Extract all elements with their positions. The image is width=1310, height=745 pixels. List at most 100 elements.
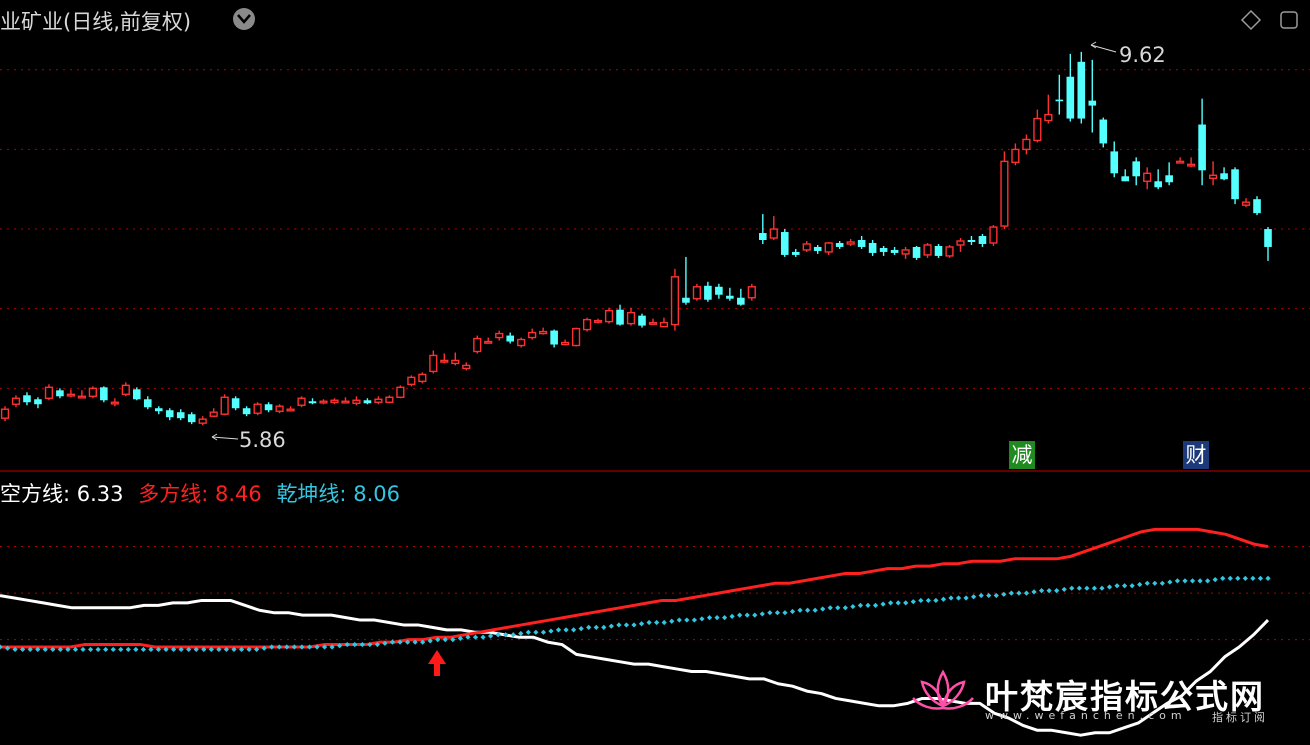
candle [275, 404, 284, 414]
series-point [125, 646, 131, 653]
series-point [238, 646, 245, 653]
series-point [903, 600, 909, 606]
candle [769, 216, 778, 240]
candle [550, 329, 558, 348]
series-kongfang [0, 594, 1270, 737]
candle [517, 337, 526, 348]
candle [923, 242, 932, 258]
series-point [1197, 578, 1203, 584]
series-point [518, 630, 524, 637]
badge-reduce[interactable]: 减 [1009, 441, 1035, 469]
candle [506, 332, 514, 344]
series-point [691, 617, 697, 623]
series-point [337, 643, 343, 649]
diamond-icon[interactable] [1240, 9, 1262, 36]
series-point [895, 600, 901, 606]
candle [791, 248, 800, 257]
series-point [374, 641, 380, 648]
series-point [291, 644, 297, 650]
series-point [812, 607, 818, 613]
candle [682, 256, 690, 305]
series-point [986, 592, 992, 599]
series-point [42, 646, 48, 653]
candle [396, 385, 405, 399]
series-point [669, 618, 675, 624]
series-point [646, 619, 652, 626]
candle [1077, 51, 1086, 124]
restore-icon[interactable] [1278, 9, 1300, 36]
series-point [50, 646, 56, 653]
series-point [1220, 575, 1226, 581]
series-point [1016, 590, 1022, 596]
series-point [359, 641, 365, 648]
candle [341, 397, 350, 404]
candle [462, 362, 471, 371]
series-point [1069, 585, 1075, 591]
qian-value: 8.06 [353, 482, 400, 506]
candle [956, 238, 965, 252]
chevron-down-icon[interactable] [233, 8, 255, 30]
candle [626, 307, 636, 326]
series-point [404, 639, 411, 645]
badge-reduce-text: 减 [1011, 443, 1033, 467]
candle [1088, 59, 1097, 133]
series-point [676, 617, 682, 623]
candle [100, 386, 108, 403]
candle [187, 412, 196, 425]
series-point [1242, 575, 1248, 581]
series-point [1023, 590, 1030, 596]
candle [385, 395, 394, 404]
indicator-series [0, 527, 1271, 737]
series-point [1008, 590, 1014, 596]
series-point [880, 601, 886, 607]
series-point [729, 613, 735, 619]
series-point [314, 644, 320, 650]
series-point [1038, 588, 1045, 594]
candle [0, 406, 10, 422]
candle [220, 394, 229, 416]
candle [176, 409, 185, 421]
series-point [737, 612, 743, 618]
series-point [1235, 575, 1241, 581]
series-point [321, 644, 328, 650]
candle [1241, 198, 1251, 208]
series-point [427, 638, 433, 644]
series-point [223, 646, 230, 653]
series-qiankun [0, 575, 1271, 653]
series-point [231, 646, 237, 653]
series-point [352, 641, 358, 648]
indicator-legend: 空方线: 6.33 多方线: 8.46 乾坤线: 8.06 [0, 478, 400, 508]
series-point [20, 646, 26, 653]
candle [813, 244, 822, 254]
candle [1044, 94, 1053, 124]
candle [616, 304, 624, 326]
series-point [435, 637, 441, 643]
candle [66, 389, 75, 398]
series-point [1174, 578, 1181, 584]
series-point [661, 619, 667, 626]
series-point [638, 621, 645, 627]
series-point [842, 605, 848, 611]
series-point [110, 646, 116, 653]
candle [759, 214, 767, 244]
candle [945, 244, 954, 258]
candle [1176, 157, 1185, 164]
series-point [850, 603, 856, 610]
series-point [1046, 588, 1052, 594]
series-point [744, 612, 750, 618]
candle [1165, 162, 1173, 186]
candle [407, 375, 416, 387]
series-point [948, 595, 954, 601]
candle [1121, 169, 1130, 182]
candle [154, 406, 163, 415]
candle [330, 398, 339, 405]
series-point [721, 615, 728, 621]
candle [670, 268, 680, 331]
badge-finance[interactable]: 财 [1183, 441, 1209, 469]
series-point [80, 646, 86, 653]
candle [604, 307, 614, 324]
series-point [344, 641, 350, 648]
series-point [306, 644, 313, 650]
candle [11, 395, 21, 408]
